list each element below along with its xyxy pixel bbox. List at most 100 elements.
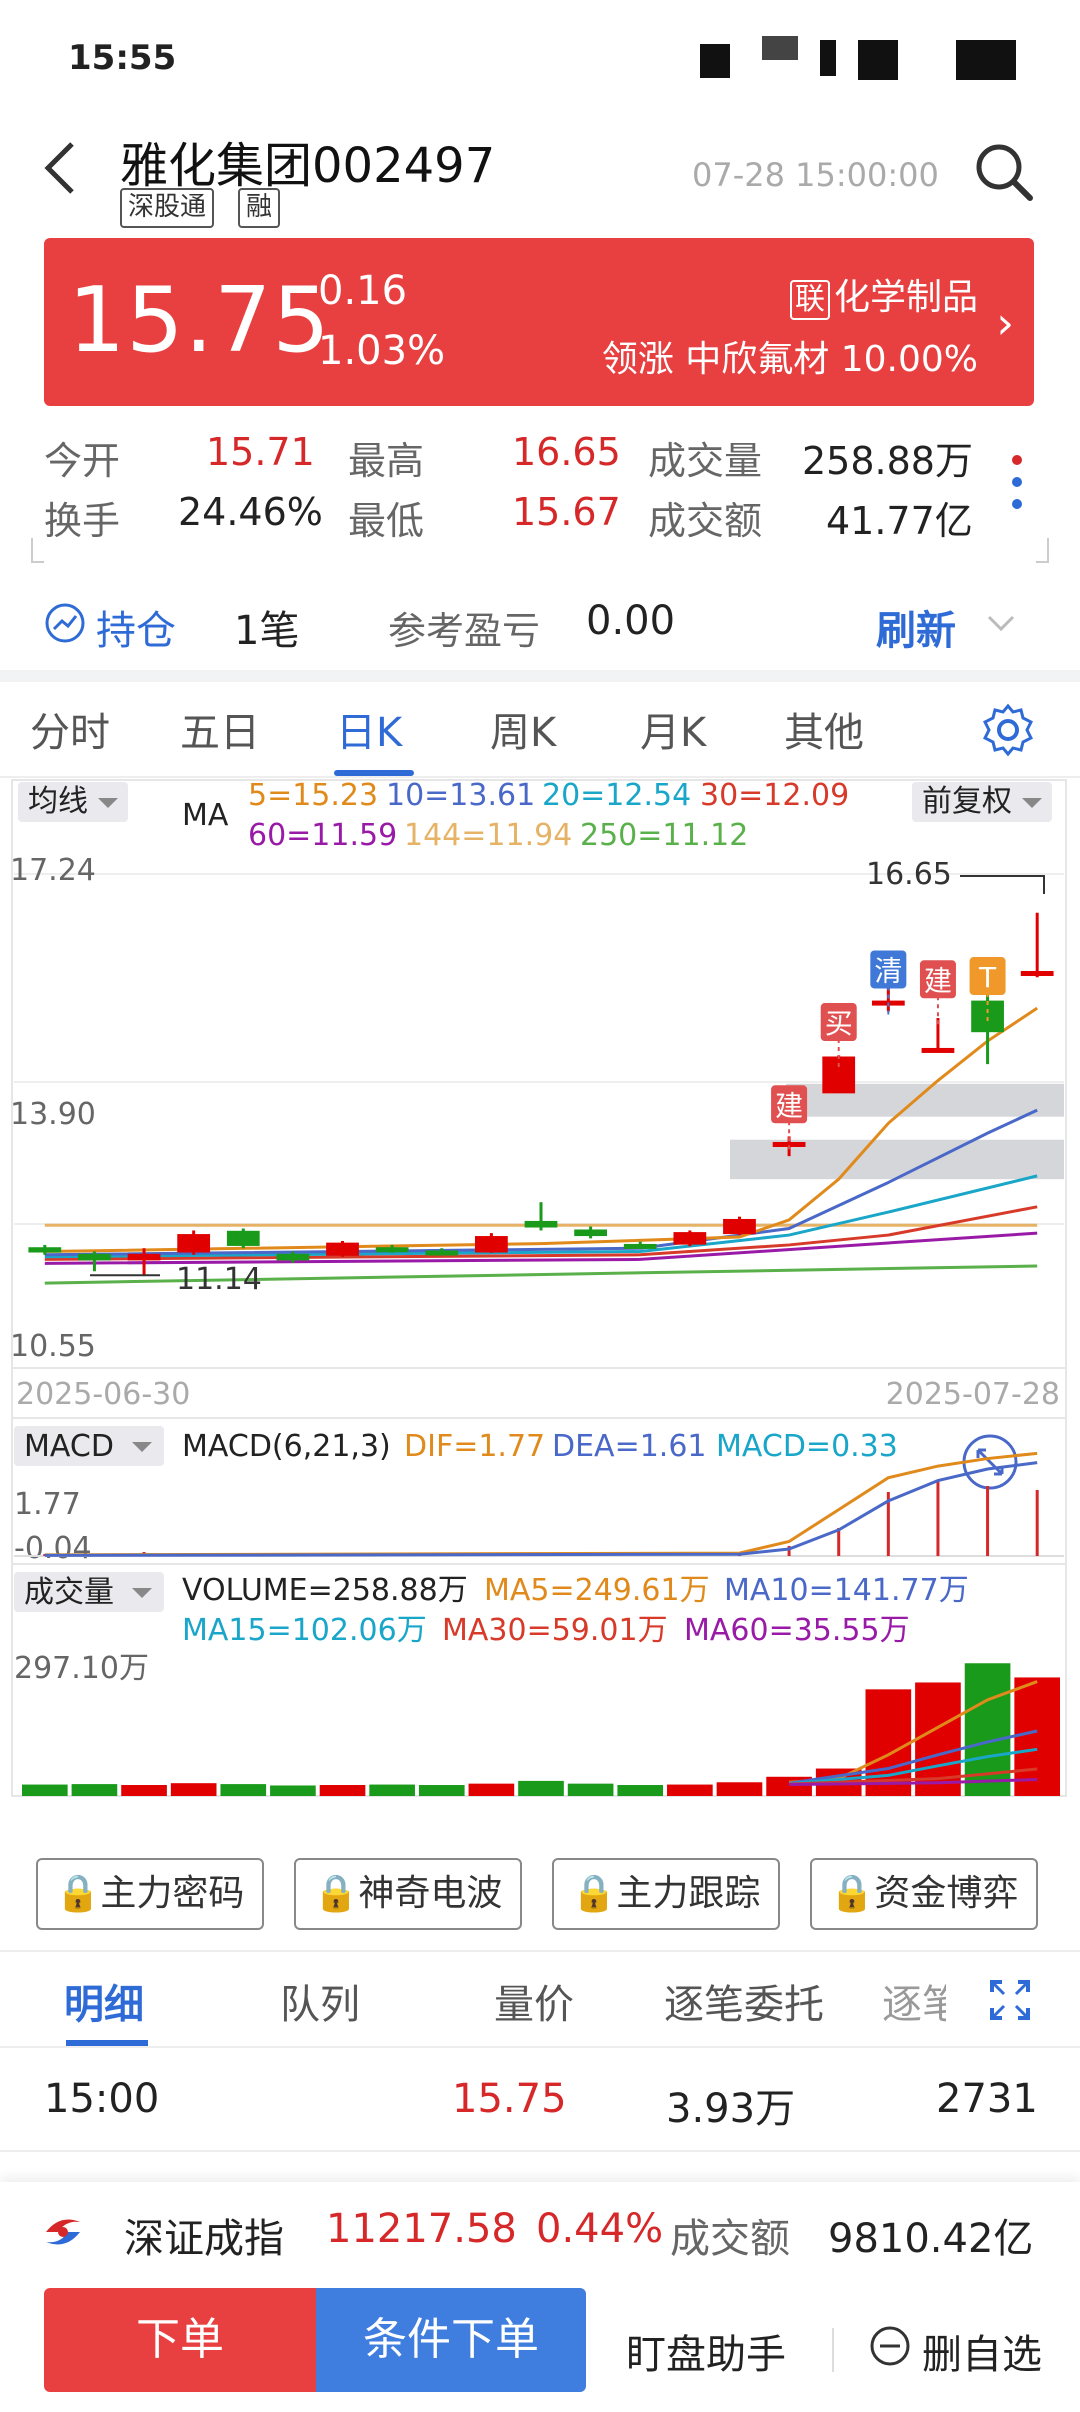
volume-bar	[369, 1784, 415, 1796]
turnover-label: 换手	[44, 499, 121, 543]
bottom-action-bar: 下单 条件下单 盯盘助手 删自选	[0, 2282, 1080, 2412]
tab-queue[interactable]: 队列	[280, 1982, 360, 2028]
tab-order-by-order[interactable]: 逐笔委托	[664, 1982, 824, 2028]
macd-dropdown	[14, 1426, 164, 1466]
volume-value: 258.88万	[802, 439, 973, 483]
tab-monthly-k[interactable]: 月K	[640, 710, 707, 756]
holdings-label[interactable]: 持仓	[96, 608, 176, 654]
volume-ma-line	[788, 1747, 1038, 1786]
tab-weekly-k[interactable]: 周K	[490, 710, 557, 756]
high-label: 最高	[348, 439, 425, 483]
volume-bar	[716, 1782, 763, 1796]
chevron-right-icon: ›	[996, 298, 1014, 349]
candle-body	[971, 1000, 1004, 1033]
volume-ma-line	[789, 1778, 1038, 1787]
y-axis-mid-label: 13.90	[10, 1097, 96, 1132]
date-start-label: 2025-06-30	[16, 1377, 190, 1412]
tab-daily-k[interactable]: 日K	[336, 710, 403, 756]
candle-body	[78, 1253, 111, 1261]
industry-name: 化学制品	[833, 277, 978, 318]
lock-button-funds[interactable]: 🔒资金博弈	[810, 1858, 1038, 1930]
volume-bar	[71, 1784, 118, 1796]
candle-body	[723, 1218, 756, 1235]
volume-ma15: MA15=102.06万	[182, 1613, 427, 1648]
tab-tick-by-tick[interactable]: 逐笔	[882, 1982, 946, 2028]
settings-gear-icon[interactable]	[980, 702, 1036, 758]
adjust-dropdown[interactable]: 前复权	[912, 782, 1052, 822]
volume-bar	[468, 1783, 515, 1796]
lock-button-wave[interactable]: 🔒神奇电波	[294, 1858, 522, 1930]
order-button[interactable]: 下单	[44, 2288, 316, 2392]
lock-icon: 🔒	[829, 1873, 875, 1914]
industry-link[interactable]: 联化学制品	[789, 268, 978, 320]
search-icon[interactable]	[972, 140, 1036, 204]
tab-detail[interactable]: 明细	[64, 1982, 144, 2028]
signal-badge	[919, 960, 956, 999]
candle-body	[574, 1229, 608, 1237]
volume-ma5: MA5=249.61万	[484, 1573, 710, 1608]
watch-assistant-button[interactable]: 盯盘助手	[626, 2332, 786, 2378]
lock-icon: 🔒	[313, 1873, 359, 1914]
candle-body	[673, 1232, 707, 1245]
ma-dropdown[interactable]: 均线	[18, 782, 128, 822]
kline-chart[interactable]: 清建 T买建17.2413.9010.5511.1416.652025-06-30…	[0, 776, 1080, 1856]
signal-text: 清	[874, 954, 902, 987]
turnover-value: 24.46%	[178, 490, 323, 534]
volume-bar	[270, 1785, 316, 1796]
fullscreen-icon[interactable]	[988, 1978, 1032, 2022]
lock-button-track[interactable]: 🔒主力跟踪	[552, 1858, 780, 1930]
chevron-down-icon[interactable]	[986, 614, 1016, 634]
ma250-value: 250=11.12	[580, 818, 749, 853]
signal-text: 建	[924, 964, 952, 997]
more-dots-icon[interactable]	[1004, 450, 1030, 516]
section-divider	[0, 1950, 1080, 1952]
signal-badge	[820, 1003, 857, 1042]
tab-five-day[interactable]: 五日	[180, 710, 260, 756]
detail-count: 2731	[936, 2076, 1038, 2122]
macd-params: MACD(6,21,3)	[182, 1429, 391, 1464]
trend-icon	[45, 603, 85, 643]
signal-text: 建	[775, 1089, 803, 1122]
refresh-button[interactable]: 刷新	[876, 608, 956, 654]
tab-intraday[interactable]: 分时	[30, 710, 110, 756]
tag-shenguotong: 深股通	[120, 188, 215, 228]
volume-y-top: 297.10万	[14, 1651, 149, 1686]
lock-button-main-code[interactable]: 🔒主力密码	[36, 1858, 264, 1930]
quote-panel[interactable]: 15.75 0.16 1.03% 联化学制品 领涨 中欣氟材 10.00% ›	[44, 238, 1034, 406]
volume-value: VOLUME=258.88万	[182, 1573, 468, 1608]
signal-badge	[969, 957, 1006, 996]
index-bar[interactable]: 深证成指 11217.58 0.44% 成交额 9810.42亿	[0, 2182, 1080, 2282]
active-detail-tab-indicator	[66, 2040, 148, 2046]
signal-badge	[870, 950, 907, 989]
candle-body	[623, 1243, 657, 1249]
amount-value: 41.77亿	[826, 499, 973, 543]
status-time: 15:55	[68, 38, 177, 78]
volume-bar	[21, 1784, 68, 1796]
dea-line	[44, 1461, 1038, 1557]
chevron-down-icon	[132, 1442, 152, 1452]
tab-other[interactable]: 其他	[784, 710, 864, 756]
macd-dif: DIF=1.77	[404, 1429, 545, 1464]
index-pct: 0.44%	[536, 2206, 664, 2252]
back-arrow-icon[interactable]	[40, 138, 80, 198]
volume-bar	[518, 1780, 564, 1796]
candle-body	[425, 1250, 459, 1256]
volume-ma-line	[788, 1729, 1038, 1785]
macd-y-top: 1.77	[14, 1487, 81, 1522]
lock-icon: 🔒	[55, 1873, 101, 1914]
open-value: 15.71	[206, 430, 315, 474]
expand-bracket[interactable]	[30, 536, 1050, 566]
ma-line	[44, 1264, 1038, 1285]
conditional-order-button[interactable]: 条件下单	[316, 2288, 586, 2392]
candle-body	[276, 1253, 310, 1261]
macd-value: MACD=0.33	[716, 1429, 898, 1464]
tab-volume-price[interactable]: 量价	[494, 1982, 574, 2028]
ma-label: MA	[182, 798, 229, 833]
ma60-value: 60=11.59	[248, 818, 398, 853]
candle-body	[1020, 970, 1054, 976]
holdings-bar: 持仓 1笔 参考盈亏 0.00 刷新	[0, 580, 1080, 670]
remove-watchlist-button[interactable]: 删自选	[922, 2332, 1042, 2378]
ma30-value: 30=12.09	[700, 778, 850, 813]
volume-bar	[220, 1784, 267, 1796]
candle-body	[921, 1047, 955, 1053]
